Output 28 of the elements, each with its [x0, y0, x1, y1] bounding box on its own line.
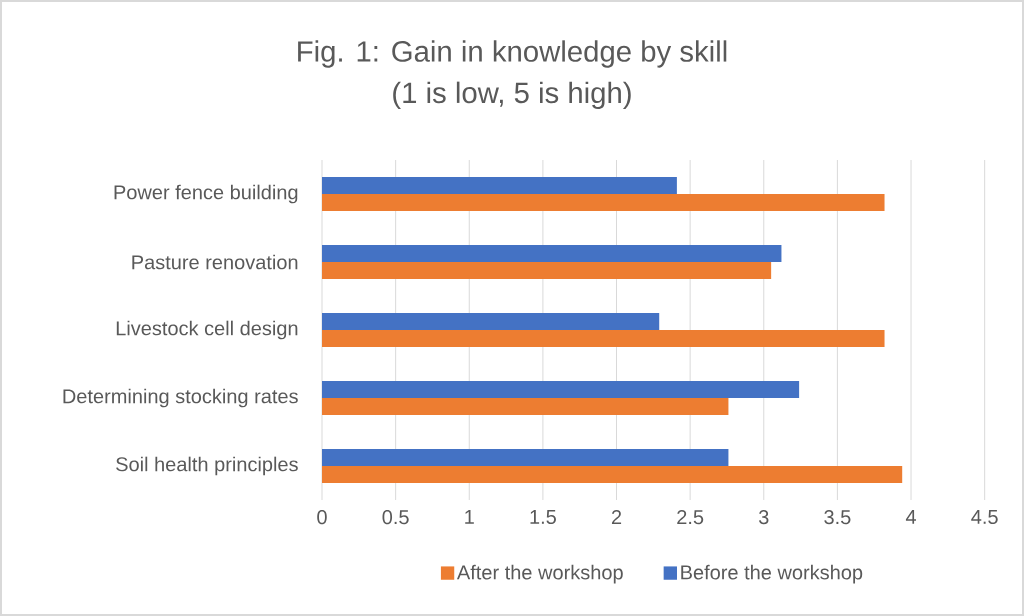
bar — [322, 193, 885, 211]
x-tick-label: 1.5 — [530, 510, 556, 524]
y-tick-label: Soil health principles — [116, 456, 298, 476]
legend-label: Before the workshop — [681, 564, 863, 584]
y-tick-label: Power fence building — [114, 184, 298, 204]
y-tick-label: Determining stocking rates — [63, 388, 298, 408]
x-tick-label: 4 — [905, 510, 917, 524]
bar — [322, 329, 885, 347]
legend-label: After the workshop — [456, 564, 623, 584]
x-tick-label: 2 — [611, 510, 622, 524]
bar — [322, 448, 729, 466]
bar — [322, 177, 677, 194]
x-tick-label: 3 — [758, 510, 769, 525]
chart-title: Fig. 1: Gain in knowledge by skill (1 is low, 5 is high) — [298, 40, 727, 109]
bar — [322, 244, 782, 262]
bar — [322, 380, 800, 398]
y-tick-label: Pasture renovation — [132, 254, 298, 270]
bar — [322, 312, 660, 330]
x-tick-label: 2.5 — [677, 510, 704, 525]
x-tick-label: 4.5 — [971, 510, 998, 524]
bar — [322, 262, 772, 279]
bar — [322, 465, 903, 483]
y-tick-label: Livestock cell design — [116, 320, 298, 340]
x-tick-label: 0 — [317, 510, 327, 525]
x-tick-label: 0.5 — [382, 510, 409, 525]
bar — [322, 397, 729, 415]
x-tick-label: 1 — [465, 510, 474, 524]
x-tick-label: 3.5 — [824, 510, 851, 525]
